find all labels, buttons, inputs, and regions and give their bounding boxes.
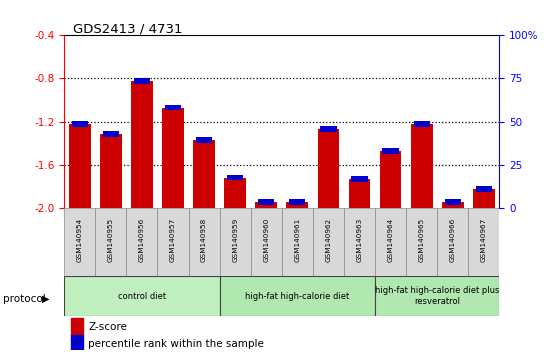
Bar — [476, 187, 492, 192]
Text: Z-score: Z-score — [88, 322, 127, 332]
FancyBboxPatch shape — [406, 208, 437, 276]
FancyBboxPatch shape — [375, 208, 406, 276]
Bar — [445, 199, 461, 205]
Text: protocol: protocol — [3, 294, 46, 304]
Bar — [165, 104, 181, 110]
Bar — [224, 177, 246, 208]
Bar — [349, 179, 371, 208]
Text: GSM140964: GSM140964 — [388, 218, 393, 262]
FancyBboxPatch shape — [220, 208, 251, 276]
FancyBboxPatch shape — [344, 208, 375, 276]
Bar — [71, 318, 83, 335]
FancyBboxPatch shape — [282, 208, 313, 276]
FancyBboxPatch shape — [95, 208, 126, 276]
FancyBboxPatch shape — [189, 208, 220, 276]
Text: GSM140959: GSM140959 — [232, 218, 238, 262]
Bar — [286, 202, 308, 208]
Text: GSM140955: GSM140955 — [108, 218, 114, 262]
Text: high-fat high-calorie diet plus
resveratrol: high-fat high-calorie diet plus resverat… — [375, 286, 499, 306]
Text: percentile rank within the sample: percentile rank within the sample — [88, 339, 264, 349]
Bar — [162, 108, 184, 208]
Bar — [103, 131, 119, 137]
Text: GSM140956: GSM140956 — [139, 218, 145, 262]
Bar — [256, 202, 277, 208]
Text: GSM140963: GSM140963 — [357, 218, 363, 262]
Bar — [352, 176, 368, 182]
Bar — [318, 129, 339, 208]
Bar — [71, 335, 83, 352]
Text: high-fat high-calorie diet: high-fat high-calorie diet — [245, 292, 349, 301]
Bar — [131, 81, 153, 208]
Text: GSM140954: GSM140954 — [76, 218, 83, 262]
Text: GSM140961: GSM140961 — [294, 218, 300, 262]
Text: GSM140957: GSM140957 — [170, 218, 176, 262]
Bar — [320, 126, 336, 132]
Bar — [379, 150, 402, 208]
FancyBboxPatch shape — [313, 208, 344, 276]
Bar — [382, 148, 399, 154]
Bar — [411, 124, 432, 208]
Text: GSM140966: GSM140966 — [450, 218, 456, 262]
Bar — [473, 189, 495, 208]
Bar — [71, 121, 88, 127]
Bar — [442, 202, 464, 208]
Text: GSM140965: GSM140965 — [418, 218, 425, 262]
FancyBboxPatch shape — [468, 208, 499, 276]
FancyBboxPatch shape — [157, 208, 189, 276]
Bar — [289, 199, 305, 205]
Bar — [193, 140, 215, 208]
Text: GSM140962: GSM140962 — [325, 218, 331, 262]
FancyBboxPatch shape — [375, 276, 499, 316]
Text: control diet: control diet — [118, 292, 166, 301]
Text: GSM140958: GSM140958 — [201, 218, 207, 262]
Bar — [196, 137, 212, 143]
Text: GSM140967: GSM140967 — [481, 218, 487, 262]
FancyBboxPatch shape — [251, 208, 282, 276]
FancyBboxPatch shape — [437, 208, 468, 276]
Text: GDS2413 / 4731: GDS2413 / 4731 — [73, 22, 182, 35]
FancyBboxPatch shape — [220, 276, 375, 316]
FancyBboxPatch shape — [64, 208, 95, 276]
Bar — [413, 121, 430, 127]
FancyBboxPatch shape — [64, 276, 220, 316]
Bar — [258, 199, 275, 205]
Bar — [134, 78, 150, 84]
Bar — [69, 124, 90, 208]
Bar — [227, 175, 243, 181]
FancyBboxPatch shape — [126, 208, 157, 276]
Text: GSM140960: GSM140960 — [263, 218, 270, 262]
Text: ▶: ▶ — [42, 294, 49, 304]
Bar — [100, 135, 122, 208]
